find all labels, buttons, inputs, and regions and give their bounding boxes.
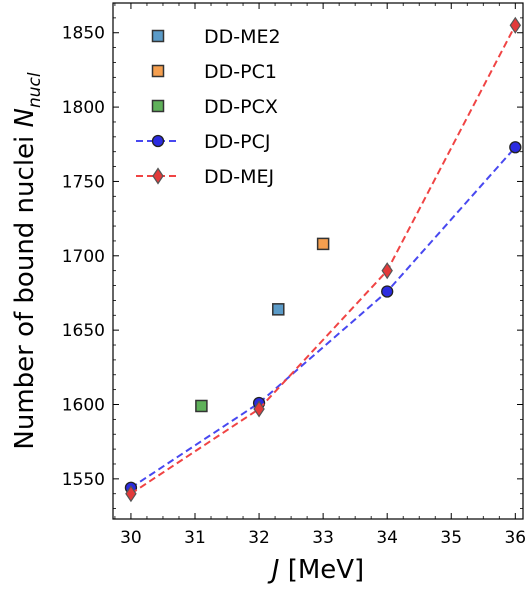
x-axis-label: J [MeV] [267,555,364,585]
y-tick-label: 1550 [62,470,105,490]
y-axis-label: Number of bound nuclei Nnucl [10,72,45,449]
data-point-dd-mej [381,262,393,280]
x-tick-label: 35 [440,528,462,548]
series-dd-pcj [124,141,522,494]
data-point-dd-mej [253,400,265,418]
legend-label: DD-ME2 [204,26,281,48]
legend-label: DD-MEJ [204,166,274,188]
y-tick-label: 1600 [62,395,105,415]
legend-item-dd-pcx: DD-PCX [151,96,278,118]
legend-label: DD-PCJ [204,131,270,153]
legend-item-dd-me2: DD-ME2 [151,26,281,48]
y-tick-label: 1800 [62,98,105,118]
legend-marker [151,64,165,78]
y-tick-label: 1650 [62,321,105,341]
legend-item-dd-pcj: DD-PCJ [136,131,270,153]
legend-item-dd-mej: DD-MEJ [136,166,274,188]
legend-label: DD-PCX [204,96,278,118]
y-tick-label: 1750 [62,172,105,192]
data-point-dd-pcx [195,399,208,413]
legend-marker [151,134,165,148]
series-dd-me2 [272,303,285,316]
x-axis-label-unit: [MeV] [279,555,364,585]
data-point-dd-pc1 [316,237,330,251]
legend-marker [151,29,165,43]
data-point-dd-mej [509,16,522,34]
data-point-dd-pcj [381,285,394,298]
x-tick-label: 34 [376,528,398,548]
x-tick-label: 36 [504,528,526,548]
series-dd-pc1 [316,237,330,251]
plot-frame [112,2,524,520]
legend: DD-ME2 DD-PC1 DD-PCX DD-PCJ DD-MEJ [136,26,281,188]
data-point-dd-me2 [272,303,285,316]
series-line-dd-pcj [130,146,517,489]
series-line-dd-mej [130,24,517,495]
y-axis-label-text: Number of bound nuclei [10,127,40,449]
data-point-dd-mej [125,485,137,503]
y-axis-label-subscript: nucl [25,72,45,108]
x-axis-label-symbol: J [267,555,280,585]
legend-marker [152,167,164,185]
legend-label: DD-PC1 [204,61,277,83]
y-tick-label: 1700 [62,247,105,267]
x-tick-label: 33 [312,528,334,548]
legend-item-dd-pc1: DD-PC1 [151,61,277,83]
data-point-dd-pcj [509,141,522,154]
series-dd-mej [125,16,522,503]
series-dd-pcx [195,399,208,413]
y-axis-label-symbol: N [10,108,40,127]
x-tick-label: 30 [120,528,142,548]
y-tick-label: 1850 [62,24,105,44]
x-tick-label: 32 [248,528,270,548]
x-tick-label: 31 [184,528,206,548]
legend-marker [151,99,165,113]
